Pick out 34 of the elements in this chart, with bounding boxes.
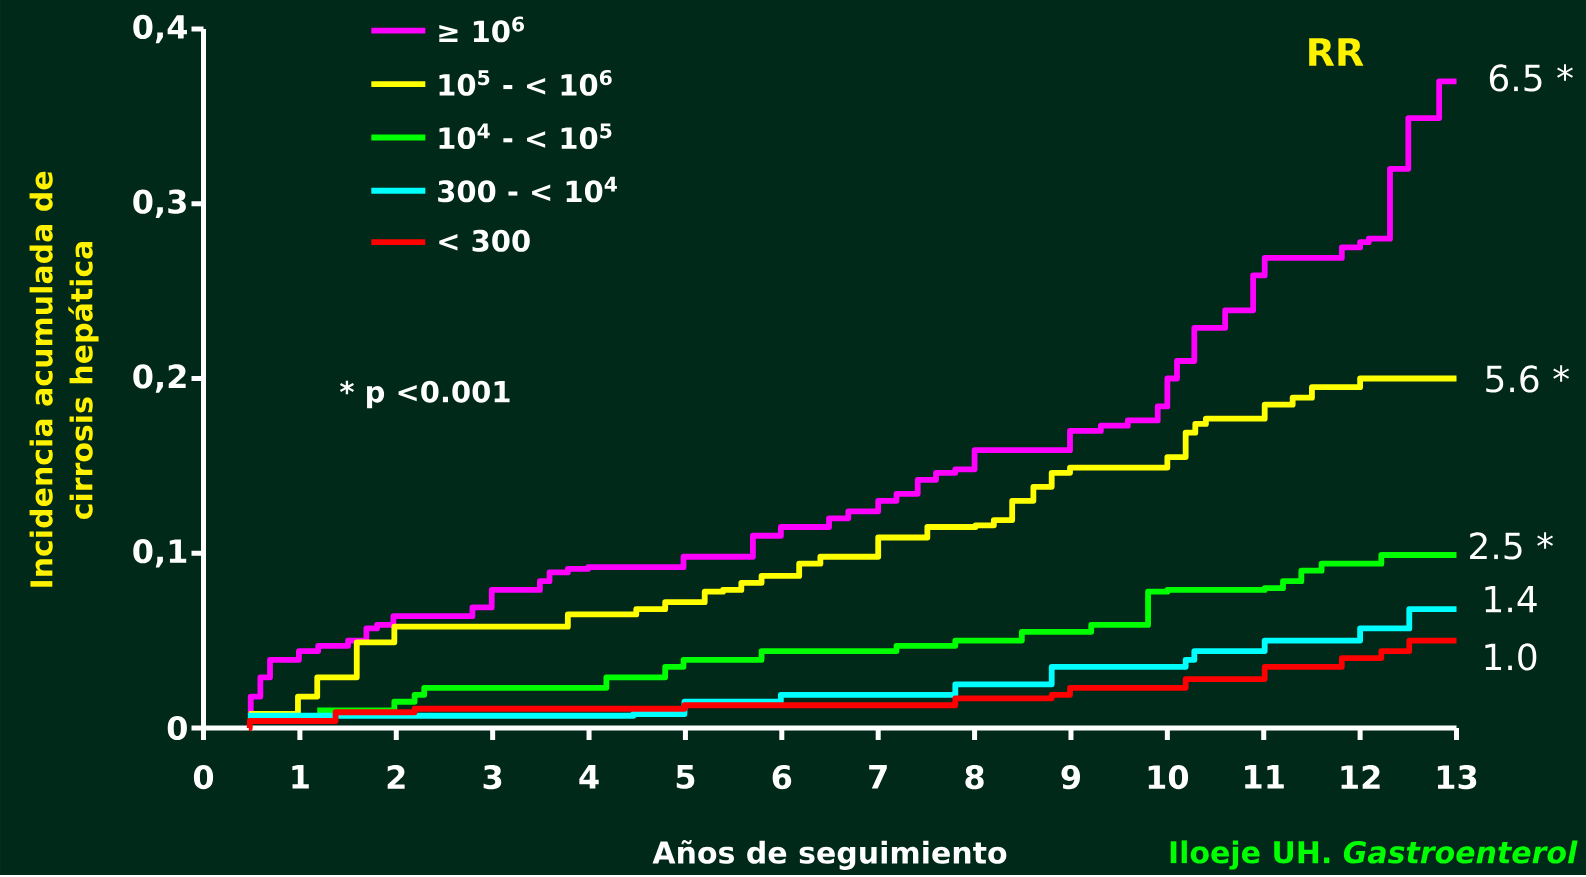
y-tick-label: 0,2 — [133, 364, 186, 393]
y-tick-label: 0,3 — [133, 189, 186, 219]
legend-label: 10$^{4}$ - < 10$^{5}$ — [439, 123, 612, 150]
text: 1.4 — [1485, 586, 1537, 613]
x-tick-label: 0 — [193, 765, 214, 790]
text: 1.0 — [1485, 643, 1537, 671]
x-tick-label: 11 — [1245, 765, 1284, 789]
x-tick-label: 8 — [965, 765, 984, 790]
x-tick-label: 5 — [676, 765, 695, 790]
annotation: RR — [1309, 38, 1364, 67]
x-tick-label: 7 — [869, 765, 887, 789]
text: Iloeje UH. Gastroenterol — [1170, 840, 1578, 870]
legend-label: 10$^{5}$ - < 10$^{6}$ — [439, 70, 612, 97]
text: 5.6 * — [1486, 365, 1570, 393]
x-tick-label: 2 — [387, 765, 405, 790]
x-tick-label: 4 — [579, 765, 599, 789]
legend-label: < 300 — [439, 230, 530, 253]
x-tick-label: 9 — [1061, 765, 1081, 790]
annotation: * p <0.001 — [339, 380, 510, 409]
text: 2.5 * — [1470, 532, 1554, 560]
x-tick-label: 1 — [292, 765, 309, 789]
y-tick-label: 0,1 — [133, 539, 187, 568]
legend-label: 300 - < 10$^{4}$ — [438, 176, 617, 203]
x-tick-label: 10 — [1148, 765, 1189, 790]
x-axis-title: Años de seguimiento — [652, 840, 1007, 871]
x-tick-label: 12 — [1341, 765, 1380, 790]
y-tick-label: 0,4 — [133, 15, 187, 44]
text: 6.5 * — [1489, 64, 1573, 92]
x-tick-label: 3 — [483, 765, 502, 790]
legend-label: ≥ 10$^{6}$ — [439, 16, 524, 43]
x-tick-label: 13 — [1437, 765, 1477, 790]
y-tick-label: 0 — [167, 716, 187, 741]
y-axis-title: Incidencia acumulada de cirrosis hepática — [29, 172, 99, 587]
x-tick-label: 6 — [772, 765, 792, 790]
